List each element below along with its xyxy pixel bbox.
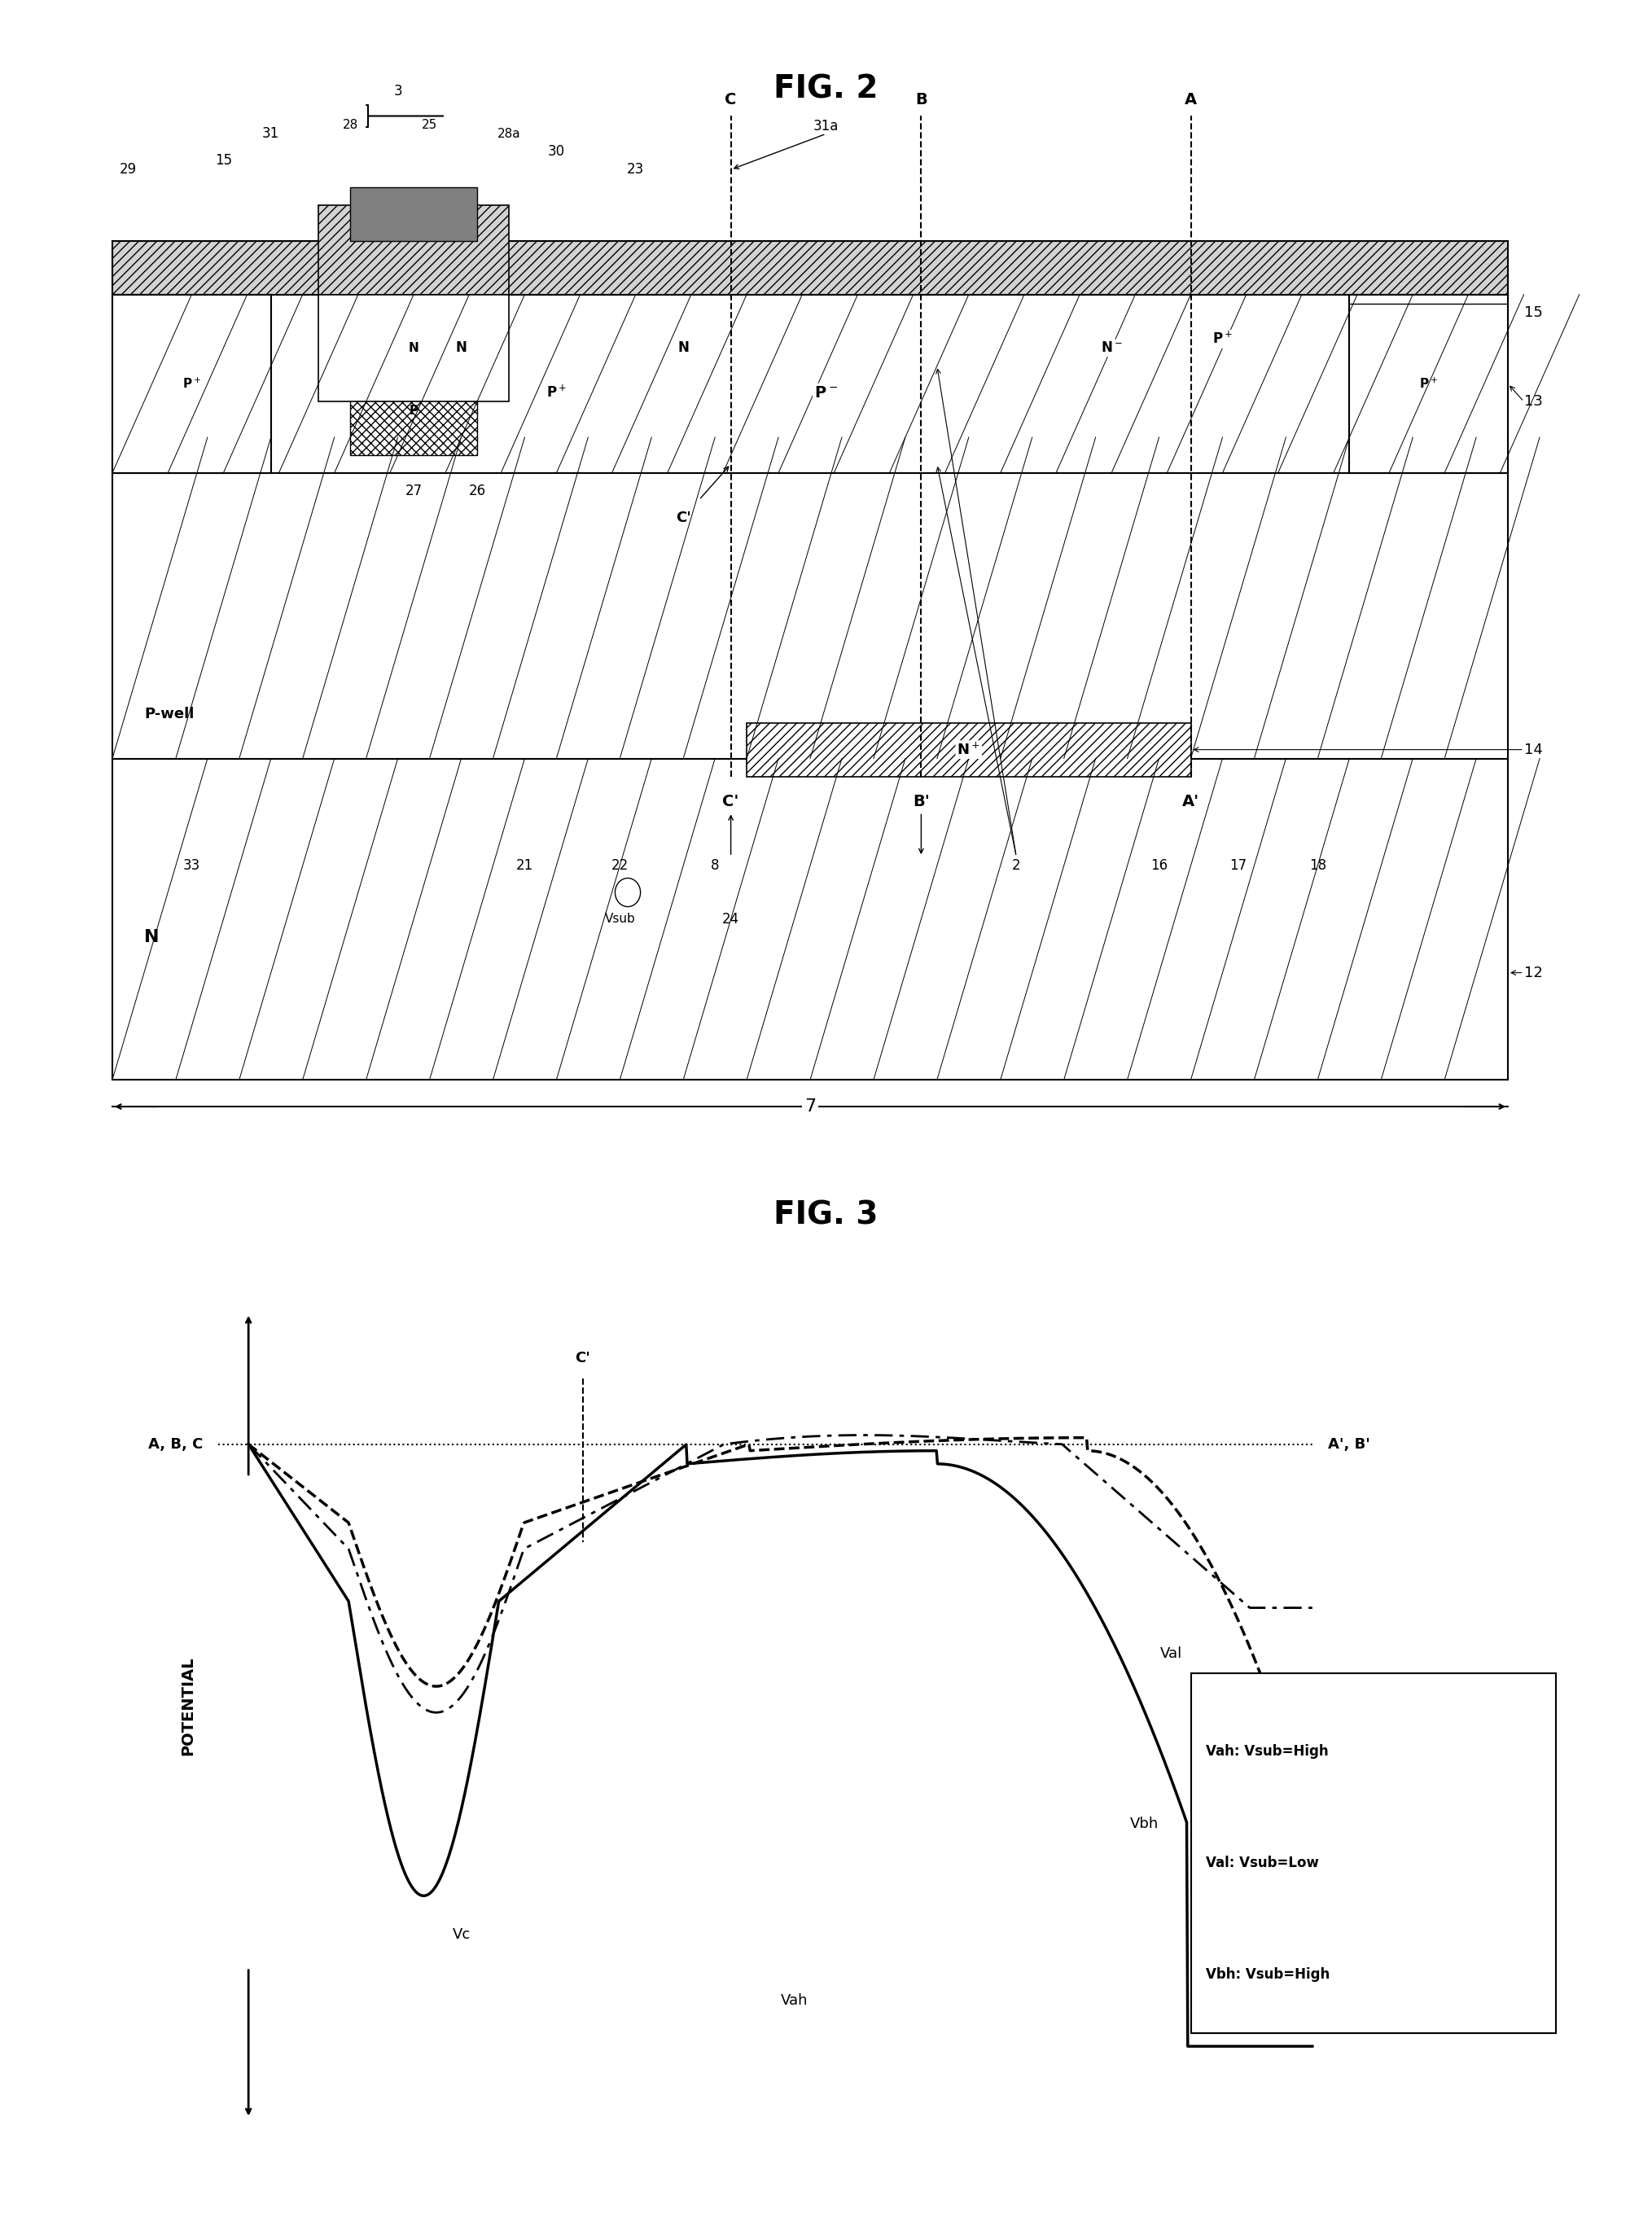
Text: A, B, C: A, B, C <box>149 1437 203 1452</box>
Text: P$^+$: P$^+$ <box>182 377 202 390</box>
Text: P$^+$: P$^+$ <box>1213 330 1232 348</box>
Text: 28a: 28a <box>497 127 520 141</box>
Text: Vc: Vc <box>453 1928 471 1943</box>
Text: Val: Vsub=Low: Val: Vsub=Low <box>1206 1856 1318 1870</box>
Text: 16: 16 <box>1150 859 1168 872</box>
Bar <box>1350 294 1508 473</box>
Bar <box>319 294 509 402</box>
Bar <box>1191 1673 1556 2032</box>
Text: B: B <box>915 91 927 107</box>
Bar <box>112 294 271 473</box>
Bar <box>112 437 1508 759</box>
Text: B': B' <box>912 794 930 810</box>
Text: 25: 25 <box>421 118 438 132</box>
Text: A', B': A', B' <box>1328 1437 1370 1452</box>
Bar <box>350 348 477 455</box>
Bar <box>319 205 509 294</box>
Text: N$^-$: N$^-$ <box>1100 341 1122 355</box>
Text: P$^-$: P$^-$ <box>814 386 838 399</box>
Text: 26: 26 <box>469 484 486 498</box>
Text: 2: 2 <box>1013 859 1021 872</box>
Text: C': C' <box>575 1352 590 1365</box>
Text: Vah: Vsub=High: Vah: Vsub=High <box>1206 1745 1328 1758</box>
Text: A': A' <box>1183 794 1199 810</box>
Text: 3: 3 <box>393 83 401 98</box>
Text: P$^+$: P$^+$ <box>547 384 567 402</box>
Text: N: N <box>144 928 159 946</box>
Bar <box>747 723 1191 776</box>
Text: 23: 23 <box>628 163 644 176</box>
Text: A: A <box>1184 91 1198 107</box>
Text: Vsub: Vsub <box>605 912 636 926</box>
Text: 8: 8 <box>710 859 719 872</box>
Bar <box>112 241 1508 294</box>
Text: POTENTIAL: POTENTIAL <box>180 1655 195 1756</box>
Text: C': C' <box>722 794 738 810</box>
Text: 17: 17 <box>1229 859 1247 872</box>
Text: FIG. 3: FIG. 3 <box>773 1200 879 1232</box>
Text: P$^+$: P$^+$ <box>1419 377 1439 390</box>
Text: Vbh: Vbh <box>1130 1816 1158 1832</box>
Text: Vah: Vah <box>780 1992 808 2008</box>
Bar <box>112 294 1508 473</box>
Text: 24: 24 <box>722 912 740 926</box>
Text: 18: 18 <box>1308 859 1327 872</box>
Text: P-well: P-well <box>144 707 193 721</box>
Text: 15: 15 <box>215 154 231 167</box>
Text: 21: 21 <box>515 859 534 872</box>
Text: 33: 33 <box>183 859 200 872</box>
Bar <box>350 187 477 241</box>
Text: N$^+$: N$^+$ <box>957 741 981 759</box>
Text: N: N <box>408 341 420 355</box>
Text: Val: Val <box>1160 1646 1183 1660</box>
Text: 14: 14 <box>1523 743 1543 756</box>
Text: 7: 7 <box>805 1098 816 1116</box>
Text: Vbh: Vsub=High: Vbh: Vsub=High <box>1206 1968 1330 1981</box>
Text: 28: 28 <box>342 118 358 132</box>
Text: 12: 12 <box>1523 966 1543 979</box>
Bar <box>112 759 1508 1080</box>
Text: 31a: 31a <box>813 118 839 134</box>
Text: N: N <box>456 341 468 355</box>
Text: 13: 13 <box>1523 395 1543 408</box>
Text: 31: 31 <box>263 127 279 141</box>
Text: C': C' <box>676 511 691 524</box>
Text: N: N <box>677 341 689 355</box>
Text: C: C <box>725 91 737 107</box>
Text: 27: 27 <box>405 484 423 498</box>
Text: 22: 22 <box>611 859 628 872</box>
Text: 15: 15 <box>1523 306 1543 319</box>
Text: 29: 29 <box>119 163 137 176</box>
Text: P: P <box>410 404 418 417</box>
Text: 30: 30 <box>548 145 565 158</box>
Text: FIG. 2: FIG. 2 <box>773 74 879 105</box>
